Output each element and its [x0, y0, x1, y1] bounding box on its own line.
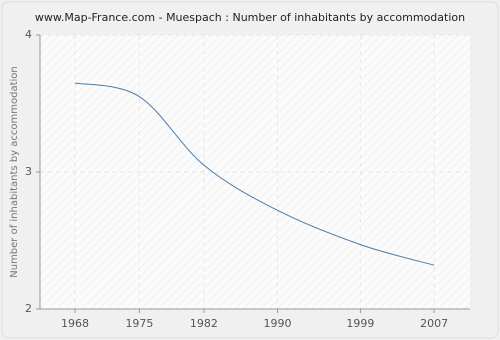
y-tick-label: 3 — [25, 165, 32, 178]
plot-area — [40, 35, 470, 309]
y-tick-label: 4 — [25, 28, 32, 41]
x-tick-label: 1999 — [346, 317, 374, 330]
line — [74, 82, 435, 266]
y-axis-label: Number of inhabitants by accommodation — [9, 66, 20, 278]
x-tick-label: 2007 — [420, 317, 448, 330]
x-tick-label: 1982 — [190, 317, 218, 330]
x-tick-label: 1975 — [125, 317, 153, 330]
chart-title: www.Map-France.com - Muespach : Number o… — [35, 11, 465, 24]
x-tick-label: 1990 — [264, 317, 292, 330]
x-tick-label: 1968 — [61, 317, 89, 330]
y-tick-label: 2 — [25, 302, 32, 315]
